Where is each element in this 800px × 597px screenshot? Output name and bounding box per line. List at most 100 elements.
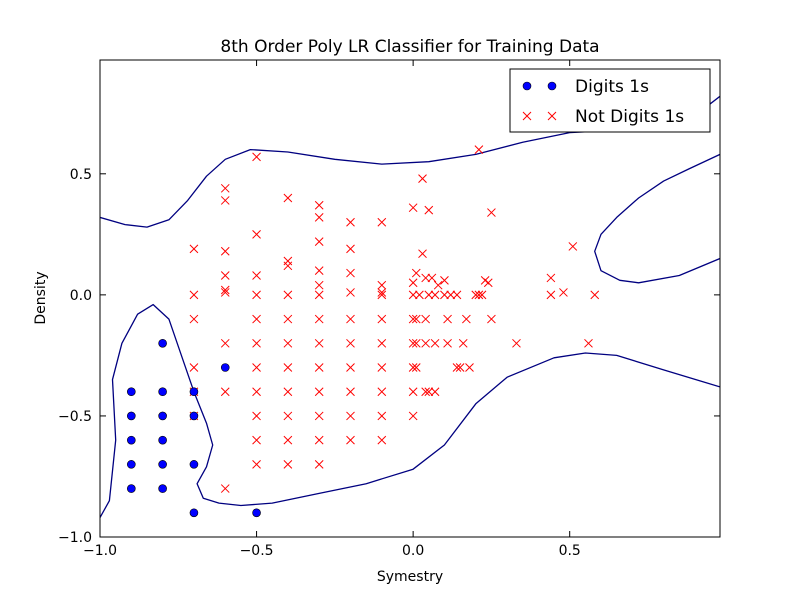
- point-not-digit-1: [346, 435, 355, 445]
- x-tick-label: 0.0: [402, 543, 424, 559]
- point-digit-1: [127, 435, 136, 445]
- point-digit-1: [189, 387, 199, 397]
- point-not-digit-1: [421, 314, 431, 324]
- point-digit-1: [189, 411, 199, 421]
- point-digit-1: [252, 508, 261, 518]
- point-not-digit-1: [377, 280, 387, 290]
- point-not-digit-1: [418, 174, 427, 183]
- point-not-digit-1: [252, 435, 261, 445]
- point-not-digit-1: [590, 290, 600, 300]
- point-not-digit-1: [189, 363, 199, 372]
- point-not-digit-1: [433, 280, 443, 290]
- point-not-digit-1: [314, 363, 324, 372]
- point-not-digit-1: [430, 338, 440, 348]
- point-not-digit-1: [421, 273, 431, 283]
- point-not-digit-1: [283, 460, 293, 469]
- point-not-digit-1: [377, 288, 387, 297]
- point-not-digit-1: [471, 290, 481, 300]
- point-not-digit-1: [283, 338, 293, 348]
- legend-box: [509, 68, 711, 133]
- point-not-digit-1: [283, 314, 293, 324]
- point-not-digit-1: [377, 363, 387, 372]
- point-not-digit-1: [252, 460, 261, 469]
- legend-marker: [547, 111, 557, 121]
- point-not-digit-1: [408, 411, 418, 421]
- point-not-digit-1: [421, 387, 431, 397]
- point-digit-1: [127, 411, 136, 421]
- point-not-digit-1: [220, 246, 230, 256]
- point-not-digit-1: [346, 314, 355, 324]
- point-not-digit-1: [443, 314, 452, 324]
- point-not-digit-1: [314, 435, 324, 445]
- point-not-digit-1: [440, 290, 449, 300]
- point-not-digit-1: [408, 338, 418, 348]
- point-not-digit-1: [252, 152, 261, 162]
- plot-frame: [99, 59, 721, 538]
- point-not-digit-1: [346, 363, 355, 372]
- decision-boundary-2: [594, 153, 720, 284]
- point-not-digit-1: [474, 145, 484, 154]
- y-tick-label: −1.0: [58, 530, 92, 546]
- point-not-digit-1: [462, 314, 471, 324]
- point-not-digit-1: [477, 290, 487, 300]
- point-not-digit-1: [427, 273, 437, 283]
- point-not-digit-1: [346, 268, 355, 278]
- point-not-digit-1: [220, 288, 230, 297]
- point-not-digit-1: [559, 288, 568, 297]
- point-not-digit-1: [411, 338, 421, 348]
- y-axis-title: Density: [33, 271, 49, 324]
- point-digit-1: [127, 387, 136, 397]
- point-not-digit-1: [474, 290, 484, 300]
- point-not-digit-1: [346, 244, 355, 254]
- point-not-digit-1: [408, 203, 418, 213]
- legend-marker: [547, 81, 557, 91]
- point-not-digit-1: [314, 200, 324, 210]
- point-not-digit-1: [252, 411, 261, 421]
- point-not-digit-1: [252, 290, 261, 300]
- axis-ticks: −1.0 −0.5 0.0 0.5 −1.0 −0.5 0.0 0.5: [58, 60, 720, 559]
- point-not-digit-1: [189, 290, 199, 300]
- chart-title: 8th Order Poly LR Classifier for Trainin…: [220, 37, 599, 57]
- point-not-digit-1: [424, 290, 434, 300]
- point-not-digit-1: [415, 290, 424, 300]
- point-not-digit-1: [252, 229, 261, 239]
- point-not-digit-1: [283, 435, 293, 445]
- legend-label-digits-1s: Digits 1s: [575, 77, 649, 97]
- point-not-digit-1: [408, 387, 418, 397]
- point-not-digit-1: [346, 217, 355, 227]
- point-not-digit-1: [220, 183, 230, 193]
- point-not-digit-1: [314, 213, 324, 222]
- point-not-digit-1: [424, 387, 434, 397]
- point-not-digit-1: [220, 338, 230, 348]
- point-not-digit-1: [314, 266, 324, 276]
- point-not-digit-1: [346, 411, 355, 421]
- point-not-digit-1: [408, 314, 418, 324]
- point-not-digit-1: [512, 338, 521, 348]
- point-not-digit-1: [411, 268, 421, 278]
- legend-marker: [522, 111, 532, 121]
- legend: Digits 1s Not Digits 1s: [509, 68, 711, 133]
- point-not-digit-1: [408, 278, 418, 288]
- point-not-digit-1: [418, 249, 427, 259]
- point-not-digit-1: [546, 290, 556, 300]
- legend-symbol-not-digits-1s: [522, 111, 557, 121]
- point-not-digit-1: [377, 290, 387, 300]
- y-tick-label: 0.5: [70, 167, 92, 183]
- point-not-digit-1: [283, 193, 293, 203]
- point-not-digit-1: [443, 338, 452, 348]
- point-not-digit-1: [458, 338, 468, 348]
- point-not-digit-1: [440, 275, 449, 285]
- point-not-digit-1: [252, 271, 261, 280]
- point-not-digit-1: [465, 363, 474, 372]
- x-tick-label: −1.0: [83, 543, 117, 559]
- point-not-digit-1: [421, 338, 431, 348]
- point-not-digit-1: [314, 314, 324, 324]
- y-tick-label: −0.5: [58, 409, 92, 425]
- point-not-digit-1: [424, 205, 434, 215]
- point-not-digit-1: [283, 290, 293, 300]
- point-not-digit-1: [220, 271, 230, 280]
- legend-marker: [522, 81, 532, 91]
- point-digit-1: [158, 484, 167, 493]
- point-not-digit-1: [252, 314, 261, 324]
